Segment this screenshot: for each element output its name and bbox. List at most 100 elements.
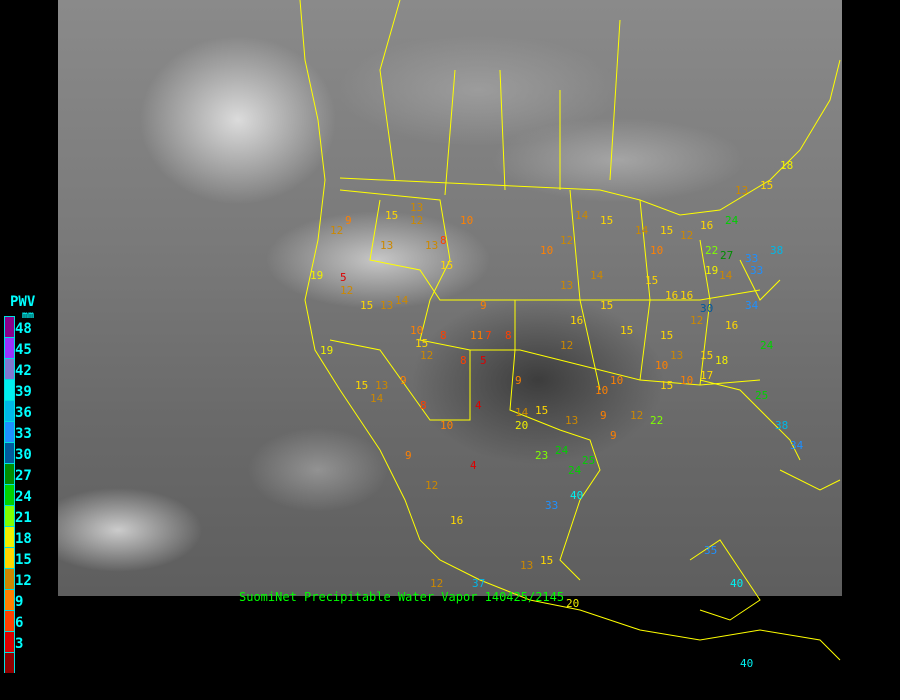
station-pwv-value: 15 — [600, 299, 614, 312]
station-pwv-value: 30 — [700, 302, 714, 315]
station-pwv-value: 8 — [460, 354, 467, 367]
station-pwv-value: 18 — [715, 354, 729, 367]
station-pwv-value: 27 — [720, 249, 734, 262]
legend-color-block — [4, 547, 15, 568]
station-pwv-value: 13 — [380, 299, 394, 312]
station-pwv-value: 9 — [600, 409, 607, 422]
station-pwv-value: 9 — [345, 214, 352, 227]
station-pwv-value: 34 — [790, 439, 804, 452]
station-pwv-value: 9 — [400, 374, 407, 387]
legend-label: 48 — [15, 321, 32, 337]
station-pwv-value: 10 — [595, 384, 609, 397]
station-pwv-value: 24 — [555, 444, 569, 457]
station-pwv-value: 12 — [420, 349, 434, 362]
station-pwv-value: 12 — [410, 214, 424, 227]
station-pwv-value: 10 — [440, 419, 454, 432]
legend-label: 24 — [15, 489, 32, 505]
station-pwv-value: 40 — [740, 657, 754, 670]
legend-label: 6 — [15, 615, 24, 631]
station-pwv-value: 15 — [760, 179, 774, 192]
station-pwv-value: 24 — [760, 339, 774, 352]
station-pwv-value: 38 — [775, 419, 789, 432]
station-pwv-value: 33 — [750, 264, 764, 277]
station-pwv-value: 20 — [515, 419, 529, 432]
station-pwv-value: 10 — [655, 359, 669, 372]
station-pwv-value: 35 — [704, 544, 718, 557]
station-pwv-value: 9 — [405, 449, 412, 462]
station-pwv-value: 23 — [535, 449, 549, 462]
station-pwv-value: 16 — [450, 514, 464, 527]
station-pwv-value: 15 — [700, 349, 714, 362]
legend-color-block — [4, 631, 15, 652]
station-pwv-value: 33 — [545, 499, 559, 512]
legend-color-block — [4, 400, 15, 421]
station-pwv-value: 15 — [385, 209, 399, 222]
legend-color-block — [4, 358, 15, 379]
station-pwv-value: 34 — [745, 299, 759, 312]
station-pwv-value: 19 — [310, 269, 324, 282]
station-pwv-value: 15 — [620, 324, 634, 337]
legend-color-block — [4, 421, 15, 442]
legend-unit: mm — [22, 310, 35, 321]
station-pwv-value: 22 — [705, 244, 719, 257]
station-pwv-value: 15 — [660, 379, 674, 392]
station-pwv-value: 24 — [568, 464, 582, 477]
station-pwv-value: 40 — [730, 577, 744, 590]
legend-label: 30 — [15, 447, 32, 463]
station-pwv-value: 25 — [755, 389, 769, 402]
legend-color-block — [4, 463, 15, 484]
station-pwv-value: 13 — [425, 239, 439, 252]
station-pwv-value: 25 — [582, 454, 596, 467]
legend-color-block — [4, 316, 15, 337]
station-pwv-value: 8 — [420, 399, 427, 412]
station-pwv-value: 13 — [565, 414, 579, 427]
station-pwv-value: 20 — [566, 597, 580, 610]
legend-color-block — [4, 610, 15, 631]
station-pwv-value: 12 — [340, 284, 354, 297]
station-pwv-value: 13 — [375, 379, 389, 392]
station-pwv-value: 13 — [410, 201, 424, 214]
station-pwv-value: 40 — [570, 489, 584, 502]
station-pwv-value: 14 — [635, 224, 649, 237]
station-pwv-value: 14 — [590, 269, 604, 282]
station-pwv-value: 33 — [745, 252, 759, 265]
legend-label: 36 — [15, 405, 32, 421]
station-pwv-value: 10 — [460, 214, 474, 227]
station-pwv-value: 15 — [535, 404, 549, 417]
station-pwv-value: 14 — [370, 392, 384, 405]
legend-color-block — [4, 652, 15, 673]
station-pwv-value: 15 — [415, 337, 429, 350]
station-pwv-value: 14 — [575, 209, 589, 222]
station-pwv-value: 8 — [440, 234, 447, 247]
station-pwv-value: 15 — [645, 274, 659, 287]
station-pwv-value: 16 — [725, 319, 739, 332]
station-pwv-value: 10 — [540, 244, 554, 257]
station-pwv-value: 13 — [670, 349, 684, 362]
station-pwv-value: 7 — [485, 329, 492, 342]
station-pwv-value: 8 — [440, 329, 447, 342]
station-pwv-value: 12 — [330, 224, 344, 237]
station-pwv-value: 13 — [735, 184, 749, 197]
station-pwv-value: 22 — [650, 414, 664, 427]
station-pwv-value: 10 — [680, 374, 694, 387]
legend-color-block — [4, 526, 15, 547]
station-pwv-value: 10 — [650, 244, 664, 257]
station-pwv-value: 9 — [515, 374, 522, 387]
station-pwv-value: 15 — [355, 379, 369, 392]
legend-color-block — [4, 568, 15, 589]
station-pwv-value: 16 — [700, 219, 714, 232]
legend-color-block — [4, 379, 15, 400]
station-pwv-value: 13 — [520, 559, 534, 572]
station-pwv-value: 4 — [475, 399, 482, 412]
station-pwv-value: 14 — [719, 269, 733, 282]
station-pwv-value: 14 — [395, 294, 409, 307]
legend-label: 27 — [15, 468, 32, 484]
station-pwv-value: 10 — [610, 374, 624, 387]
legend-color-block — [4, 589, 15, 610]
station-pwv-value: 10 — [410, 324, 424, 337]
station-pwv-value: 12 — [690, 314, 704, 327]
legend-label: 9 — [15, 594, 24, 610]
station-pwv-value: 16 — [680, 289, 694, 302]
station-pwv-value: 12 — [560, 234, 574, 247]
legend-label: 18 — [15, 531, 32, 547]
